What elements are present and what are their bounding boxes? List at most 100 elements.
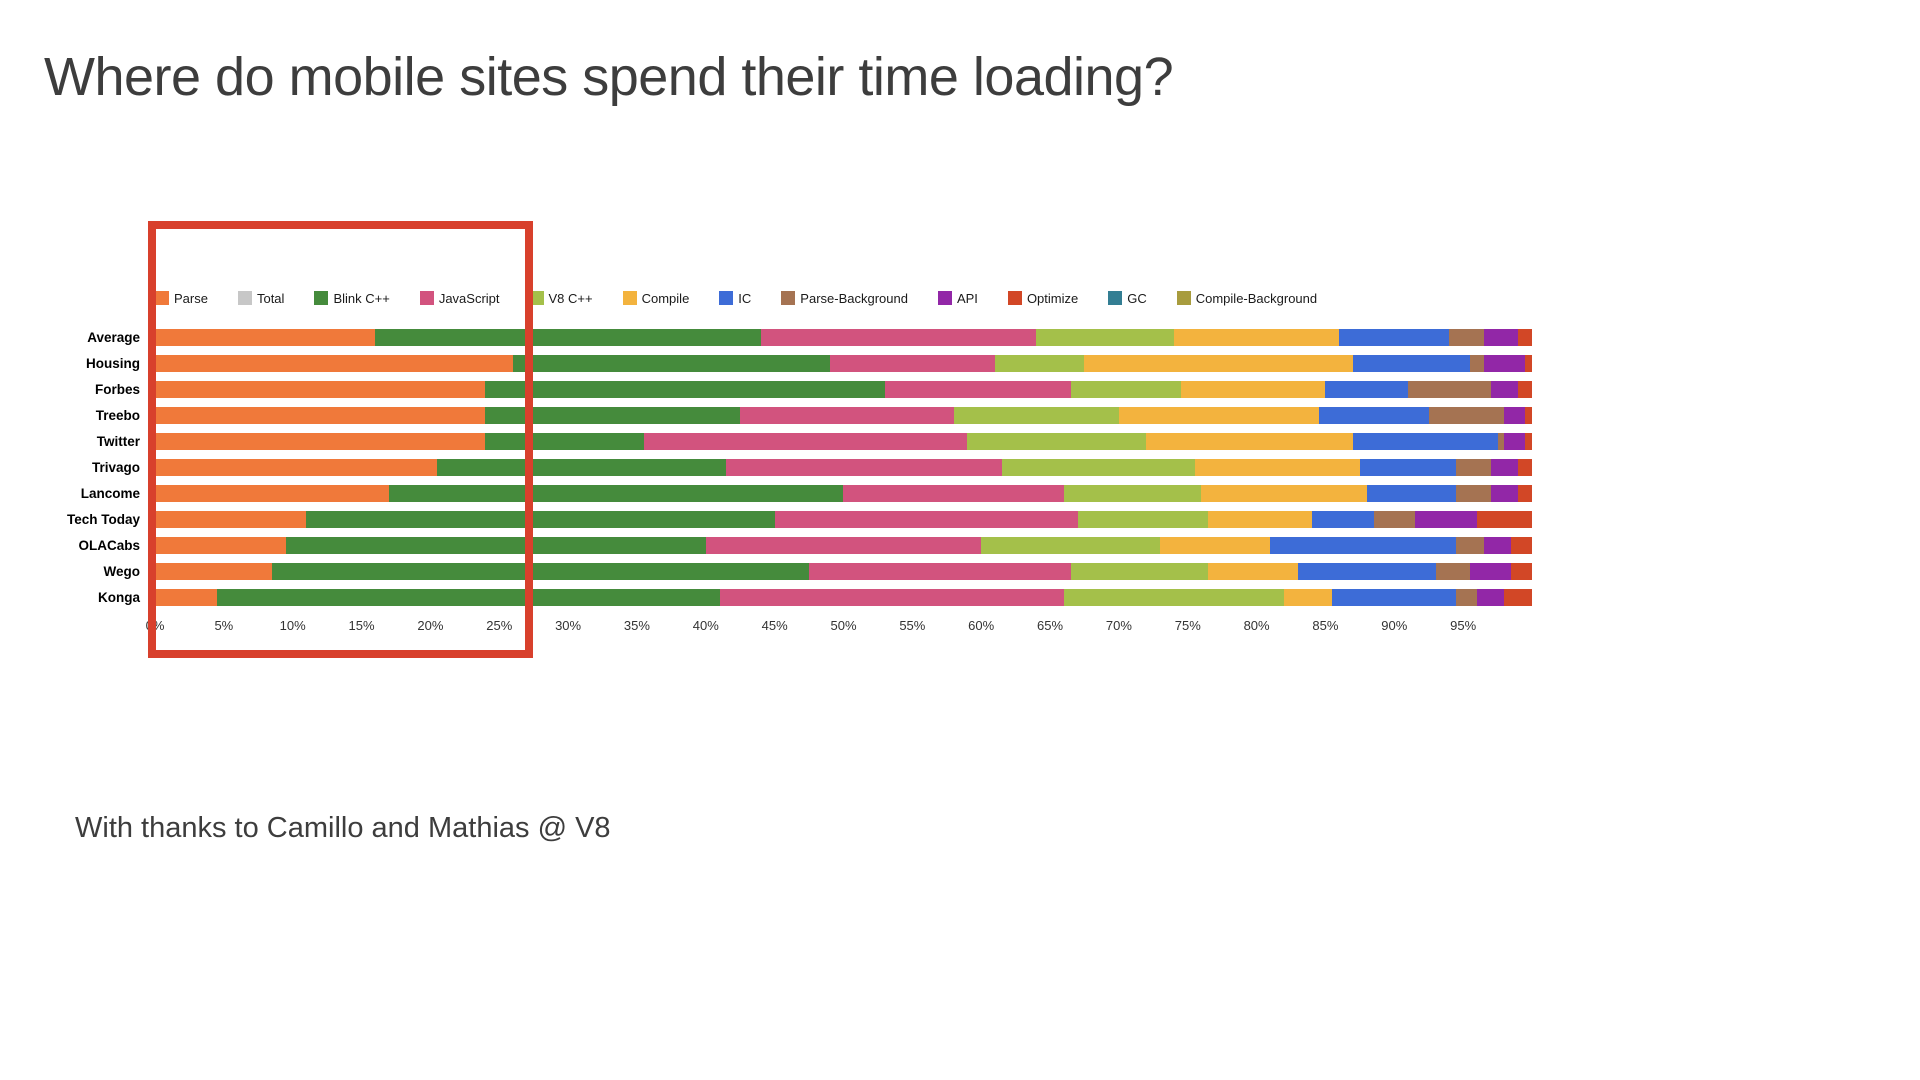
segment-api	[1469, 562, 1512, 580]
legend-label-v8-c-: V8 C++	[548, 290, 593, 306]
legend-item-total: Total	[237, 290, 285, 306]
legend-item-v8-c-: V8 C++	[529, 290, 593, 306]
segment-compile	[1180, 380, 1326, 398]
segment-blink-c-	[485, 432, 644, 450]
segment-parse-background	[1428, 406, 1505, 424]
x-tick-70-: 70%	[1105, 618, 1132, 633]
segment-ic	[1318, 406, 1429, 424]
legend-item-ic: IC	[719, 291, 751, 306]
segment-parse-background	[1408, 380, 1491, 398]
legend-label-compile: Compile	[641, 290, 690, 306]
stacked-bar-forbes	[155, 380, 1532, 398]
stacked-bar-tech-today	[155, 510, 1532, 528]
category-label-forbes: Forbes	[94, 381, 140, 397]
stacked-bar-trivago	[155, 458, 1532, 476]
legend-swatch-javascript	[419, 291, 434, 305]
legend-item-gc: GC	[1108, 291, 1147, 306]
segment-ic	[1339, 328, 1450, 346]
stacked-bar-wego	[155, 562, 1532, 580]
segment-blink-c-	[375, 328, 761, 346]
segment-parse-background	[1449, 328, 1484, 346]
segment-api	[1504, 406, 1526, 424]
stacked-bar-lancome	[155, 484, 1532, 502]
segment-api	[1490, 484, 1519, 502]
segment-optimize	[1504, 588, 1532, 606]
legend-label-optimize: Optimize	[1026, 290, 1079, 306]
segment-ic	[1352, 432, 1498, 450]
segment-blink-c-	[389, 484, 844, 502]
x-tick-75-: 75%	[1174, 618, 1201, 633]
segment-v8-c-	[967, 432, 1147, 450]
x-axis-ticks: 0% 5% 10% 15% 20% 25% 30% 35% 40% 45% 50% 55% 60% 65%…	[146, 618, 1532, 636]
segment-v8-c-	[1063, 484, 1202, 502]
segment-optimize	[1518, 380, 1532, 398]
segment-optimize	[1518, 484, 1532, 502]
chart-row-lancome: Lancome	[0, 480, 1560, 506]
segment-blink-c-	[485, 406, 741, 424]
legend-swatch-api	[937, 291, 952, 305]
x-tick-50-: 50%	[830, 618, 857, 633]
segment-parse-background	[1497, 432, 1505, 450]
credit-text: With thanks to Camillo and Mathias @ V8	[75, 812, 611, 844]
segment-v8-c-	[981, 536, 1161, 554]
segment-blink-c-	[285, 536, 706, 554]
stacked-bar-housing	[155, 354, 1532, 372]
legend-swatch-total	[237, 291, 252, 305]
chart-row-olacabs: OLACabs	[0, 532, 1560, 558]
segment-javascript	[809, 562, 1071, 580]
segment-parse	[155, 588, 217, 606]
segment-blink-c-	[216, 588, 720, 606]
legend-item-blink-c-: Blink C++	[314, 291, 390, 306]
x-tick-55-: 55%	[899, 618, 926, 633]
legend-swatch-compile-background	[1176, 291, 1191, 305]
x-tick-20-: 20%	[417, 618, 444, 633]
segment-compile	[1284, 588, 1333, 606]
segment-v8-c-	[1077, 510, 1209, 528]
category-label-lancome: Lancome	[80, 485, 140, 501]
stacked-bar-twitter	[155, 432, 1532, 450]
chart-row-housing: Housing	[0, 350, 1560, 376]
legend-item-javascript: JavaScript	[419, 291, 500, 306]
segment-javascript	[740, 406, 954, 424]
legend-label-total: Total	[256, 290, 285, 306]
segment-javascript	[884, 380, 1071, 398]
legend-item-parse: Parse	[155, 291, 208, 306]
x-tick-65-: 65%	[1037, 618, 1064, 633]
segment-optimize	[1511, 562, 1532, 580]
segment-blink-c-	[306, 510, 775, 528]
segment-compile	[1084, 354, 1353, 372]
segment-parse	[155, 484, 390, 502]
segment-ic	[1311, 510, 1374, 528]
segment-v8-c-	[1036, 328, 1174, 346]
segment-api	[1414, 510, 1477, 528]
segment-ic	[1325, 380, 1409, 398]
segment-compile	[1160, 536, 1271, 554]
x-tick-0-: 0%	[145, 618, 165, 633]
segment-ic	[1352, 354, 1470, 372]
segment-compile	[1208, 510, 1312, 528]
legend-label-parse: Parse	[174, 290, 208, 306]
x-tick-40-: 40%	[692, 618, 719, 633]
legend-item-compile-background: Compile-Background	[1176, 290, 1318, 306]
legend-label-ic: IC	[738, 290, 752, 306]
x-tick-90-: 90%	[1381, 618, 1408, 633]
category-label-average: Average	[87, 329, 140, 345]
segment-optimize	[1518, 458, 1532, 476]
segment-v8-c-	[1001, 458, 1195, 476]
segment-api	[1483, 536, 1512, 554]
segment-compile	[1146, 432, 1353, 450]
legend-item-api: API	[937, 291, 978, 306]
segment-v8-c-	[1063, 588, 1285, 606]
segment-v8-c-	[1070, 562, 1209, 580]
segment-blink-c-	[513, 354, 830, 372]
x-tick-85-: 85%	[1312, 618, 1339, 633]
segment-compile	[1118, 406, 1319, 424]
legend-swatch-gc	[1108, 291, 1123, 305]
chart-row-forbes: Forbes	[0, 376, 1560, 402]
segment-parse	[155, 510, 307, 528]
legend-item-optimize: Optimize	[1007, 290, 1079, 306]
legend-label-compile-background: Compile-Background	[1195, 290, 1318, 306]
segment-javascript	[643, 432, 968, 450]
chart-row-average: Average	[0, 324, 1560, 350]
